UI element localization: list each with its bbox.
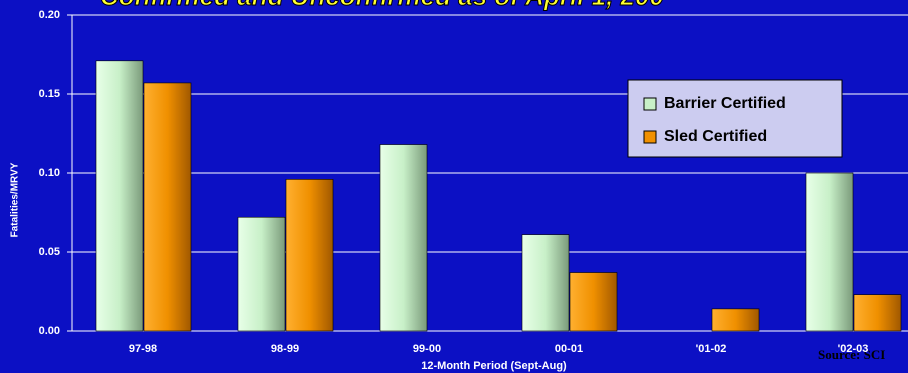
bar bbox=[143, 82, 192, 332]
bar bbox=[805, 172, 854, 332]
bar bbox=[569, 272, 618, 332]
legend-swatch bbox=[643, 130, 657, 144]
bar bbox=[285, 179, 334, 332]
x-tick-label: '02-03 bbox=[838, 343, 869, 355]
bar bbox=[521, 234, 570, 332]
y-tick-label: 0.20 bbox=[39, 9, 60, 21]
legend: Barrier Certified Sled Certified bbox=[627, 79, 843, 158]
y-tick-label: 0.05 bbox=[39, 246, 60, 258]
bar bbox=[711, 308, 760, 332]
legend-label: Sled Certified bbox=[664, 128, 767, 145]
legend-label: Barrier Certified bbox=[664, 95, 786, 112]
bar bbox=[237, 216, 286, 332]
legend-box bbox=[627, 79, 843, 158]
y-tick-label: 0.15 bbox=[39, 88, 60, 100]
x-tick-label: 97-98 bbox=[129, 343, 157, 355]
x-tick-label: '01-02 bbox=[696, 343, 727, 355]
bar bbox=[379, 144, 428, 332]
y-tick-label: 0.10 bbox=[39, 167, 60, 179]
y-tick-label: 0.00 bbox=[39, 325, 60, 337]
x-tick-label: 99-00 bbox=[413, 343, 441, 355]
x-tick-label: 00-01 bbox=[555, 343, 583, 355]
chart-title: Confirmed and Unconfirmed as of April 1,… bbox=[100, 0, 664, 11]
bar bbox=[95, 60, 144, 332]
source: Source: SCI bbox=[818, 347, 885, 362]
legend-swatch bbox=[643, 97, 657, 111]
y-axis-label: Fatalities/MRVY bbox=[10, 162, 21, 237]
x-axis-label: 12-Month Period (Sept-Aug) bbox=[421, 360, 567, 372]
x-tick-label: 98-99 bbox=[271, 343, 299, 355]
bar bbox=[853, 294, 902, 332]
